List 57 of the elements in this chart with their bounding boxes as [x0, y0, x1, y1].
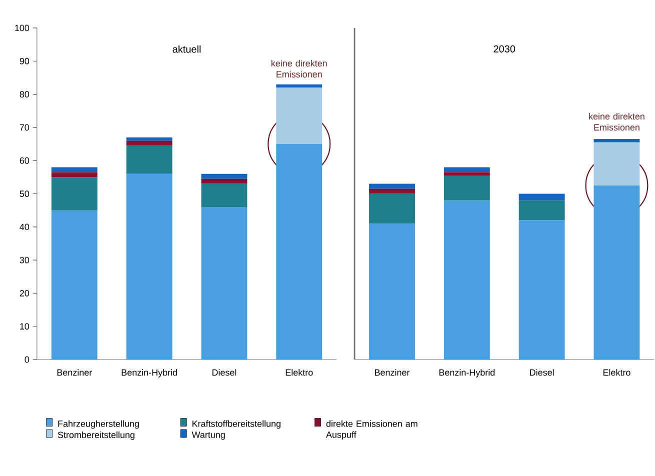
- legend-label: Strombereitstellung: [58, 431, 134, 440]
- y-tick-label: 0: [24, 356, 30, 363]
- bar: [369, 223, 415, 360]
- bar: [51, 167, 98, 172]
- bar: [276, 84, 322, 88]
- bar: [594, 142, 640, 186]
- x-tick-label: Elektro: [286, 368, 313, 376]
- bar: [201, 174, 248, 179]
- y-tick-label: 90: [20, 58, 30, 64]
- bar: [126, 140, 172, 146]
- legend-label: Fahrzeugherstellung: [58, 420, 139, 428]
- x-tick-label: Benziner: [375, 368, 410, 376]
- y-tick-label: 80: [20, 90, 30, 98]
- y-tick-label: 20: [20, 290, 30, 296]
- bar: [126, 145, 172, 174]
- bar: [444, 172, 490, 176]
- x-tick-label: Diesel: [212, 368, 236, 376]
- bar: [369, 194, 415, 224]
- bar: [51, 176, 98, 210]
- y-tick-label: 60: [20, 157, 30, 164]
- legend-label: Kraftstoffbereitstellung: [192, 420, 280, 428]
- y-tick-label: 40: [20, 224, 30, 230]
- annotation: keine direkten Emissionen: [272, 60, 327, 78]
- bar: [201, 206, 248, 360]
- bar: [594, 185, 640, 360]
- y-tick-label: 70: [20, 124, 30, 130]
- x-tick-label: Benzin-Hybrid: [122, 368, 177, 378]
- bar: [126, 137, 172, 141]
- annotation: keine direkten Emissionen: [589, 112, 644, 130]
- bar: [51, 172, 98, 177]
- legend-label: direkte Emissionen am Auspuff: [326, 420, 418, 440]
- y-tick-label: 30: [20, 256, 30, 264]
- bar: [126, 174, 172, 360]
- bar: [201, 184, 248, 207]
- y-tick-label: 10: [20, 323, 30, 330]
- x-tick-label: Benziner: [57, 368, 92, 376]
- legend-label: Wartung: [192, 431, 225, 440]
- bar: [518, 194, 565, 200]
- text: aktuell: [172, 45, 201, 53]
- bar: [444, 167, 490, 172]
- bar: [518, 200, 565, 220]
- x-tick-label: Elektro: [603, 368, 630, 376]
- y-tick-label: 100: [15, 24, 30, 31]
- bar: [594, 138, 640, 142]
- bar: [369, 188, 415, 194]
- x-tick-label: Benzin-Hybrid: [439, 368, 495, 378]
- bar: [276, 144, 322, 360]
- bar: [518, 220, 565, 360]
- text: 2030: [494, 45, 516, 52]
- y-tick-label: 50: [20, 190, 30, 197]
- x-tick-label: Diesel: [530, 368, 554, 376]
- bar: [201, 178, 248, 184]
- bar: [276, 87, 322, 144]
- bar: [444, 175, 490, 200]
- bar: [51, 210, 98, 360]
- bar: [369, 184, 415, 189]
- bar: [444, 200, 490, 360]
